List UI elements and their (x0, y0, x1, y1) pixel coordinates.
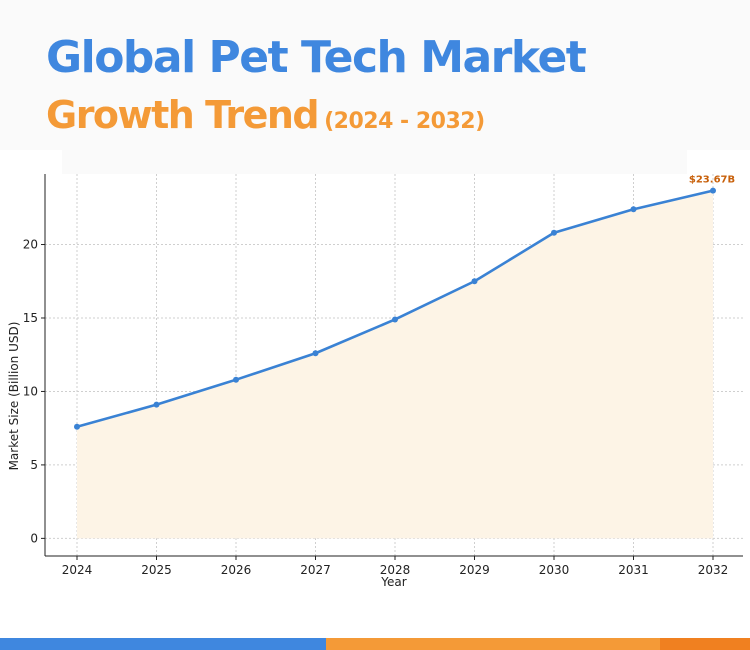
chart-area: 2024 2025 2026 2027 2028 2029 2030 2031 2032 0 5 10… (0, 150, 750, 600)
x-tick-label: 2028 (380, 563, 411, 577)
y-tick-label: 10 (23, 384, 38, 398)
data-point (233, 376, 239, 383)
chart-area-fill-group (77, 190, 713, 539)
data-point (710, 187, 716, 194)
area-fill (77, 190, 713, 539)
title-range: (2024 - 2032) (324, 109, 485, 134)
chart-axes (44, 174, 743, 557)
last-value-annotation: $23.67B (689, 175, 735, 186)
x-tick-label: 2026 (221, 563, 252, 577)
header: Global Pet Tech Market Growth Trend (2024… (0, 0, 750, 150)
y-tick-label: 20 (23, 238, 38, 252)
title-line2-main: Growth Trend (46, 93, 320, 137)
data-point (312, 350, 319, 357)
chart-labels: Year Market Size (Billion USD) $23.67B (7, 175, 735, 589)
footer-bar-orange (326, 638, 660, 650)
x-tick-label: 2024 (62, 563, 93, 577)
y-tick-label: 5 (30, 458, 38, 472)
x-tick-label: 2027 (300, 563, 331, 577)
footer-bar-blue (0, 638, 326, 650)
chart-svg: 2024 2025 2026 2027 2028 2029 2030 2031 2032 0 5 10… (7, 150, 743, 589)
data-point (551, 229, 557, 236)
data-point (471, 278, 478, 285)
data-point (74, 423, 80, 430)
chart-top-band (62, 150, 687, 174)
y-axis-label: Market Size (Billion USD) (7, 322, 21, 471)
x-tick-label: 2029 (459, 563, 490, 577)
chart-ticks: 2024 2025 2026 2027 2028 2029 2030 2031 2032 0 5 10… (23, 238, 729, 577)
data-point (392, 316, 398, 323)
footer-bars (0, 638, 750, 650)
footer-bar-dark-orange (660, 638, 750, 650)
x-tick-label: 2032 (698, 563, 729, 577)
data-point (630, 206, 637, 213)
title-line2: Growth Trend (2024 - 2032) (46, 93, 485, 137)
x-tick-label: 2025 (141, 563, 172, 577)
y-tick-label: 0 (30, 531, 38, 545)
y-tick-label: 15 (23, 311, 38, 325)
data-point (153, 401, 160, 408)
x-axis-label: Year (380, 575, 406, 589)
x-tick-label: 2030 (539, 563, 570, 577)
chart-series (74, 187, 716, 430)
x-tick-label: 2031 (618, 563, 649, 577)
title-line1: Global Pet Tech Market (46, 32, 587, 83)
